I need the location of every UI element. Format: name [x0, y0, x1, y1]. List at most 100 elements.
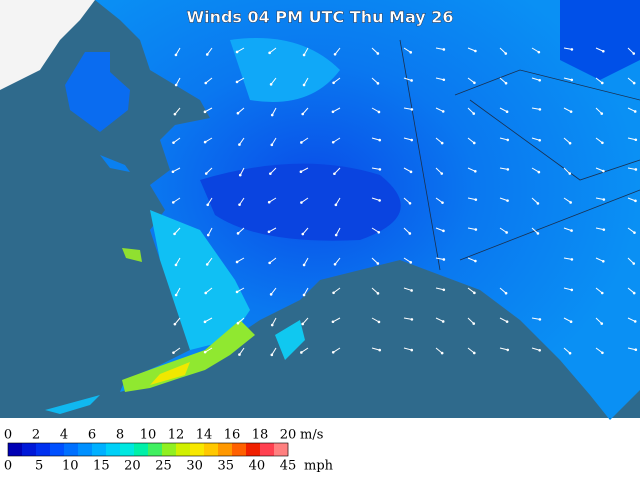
arrow-head [300, 351, 303, 354]
wind-arrow [595, 287, 603, 294]
arrow-head [206, 203, 210, 207]
color-swatch [218, 443, 233, 456]
arrow-head [440, 351, 444, 355]
ms-label: 8 [116, 428, 124, 443]
arrow-head [302, 53, 306, 57]
nunivak [122, 248, 142, 262]
wind-arrow [206, 257, 213, 265]
wind-arrow [627, 197, 636, 202]
arrow-head [442, 78, 446, 82]
wind-arrow [531, 317, 540, 320]
arrow-head [267, 200, 271, 204]
wind-arrow [595, 317, 603, 324]
wind-arrow [207, 227, 213, 236]
arrow-head [378, 168, 382, 171]
arrow-head [204, 81, 208, 85]
colorbar-frame [7, 442, 289, 457]
wind-arrow [175, 257, 181, 266]
wind-arrow [467, 107, 475, 114]
wind-arrow [302, 107, 309, 115]
arrow-head [472, 322, 476, 325]
color-swatch [246, 443, 261, 456]
wind-arrow [467, 167, 476, 172]
arrow-head [570, 258, 574, 261]
wind-arrow [173, 137, 181, 144]
wind-arrow [403, 167, 412, 173]
wind-arrow [174, 317, 181, 325]
arrow-head [270, 353, 274, 357]
arrow-head [602, 228, 606, 231]
wind-arrow [435, 107, 444, 112]
arrow-head [410, 108, 414, 111]
arrow-head [238, 143, 241, 146]
canada-north [560, 0, 640, 80]
wind-arrow [563, 257, 572, 260]
arrow-head [601, 351, 604, 355]
wind-arrow [435, 287, 444, 291]
arrow-head [332, 81, 335, 85]
wind-arrow [531, 197, 539, 204]
arrow-head [205, 53, 209, 56]
wind-arrow [371, 257, 379, 264]
color-swatch [176, 443, 191, 456]
arrow-head [504, 52, 508, 55]
wind-arrow [334, 167, 341, 175]
color-swatch [8, 443, 23, 456]
arrow-head [235, 260, 239, 264]
arrow-head [171, 201, 175, 204]
ms-label: 6 [88, 428, 96, 443]
seward-area [65, 52, 130, 132]
arrow-head [203, 320, 207, 324]
legend: m/s mph 0 2 4 6 8 10 12 14 16 18 20 0 5 10 15 20 25 30 35 4… [4, 428, 334, 474]
arrow-head [632, 52, 636, 55]
arrow-head [171, 170, 175, 174]
wind-arrow [435, 347, 443, 354]
wind-arrow [204, 347, 213, 353]
wind-arrow [435, 227, 444, 232]
arrow-head [568, 172, 572, 175]
wind-arrow [268, 227, 277, 233]
wind-arrow [627, 137, 636, 141]
arrow-head [333, 172, 336, 176]
arrow-head [408, 202, 412, 205]
wind-arrow [563, 317, 572, 323]
arrow-head [473, 291, 476, 295]
arrow-head [410, 79, 413, 82]
wind-arrow [205, 77, 213, 84]
color-swatch [274, 443, 289, 456]
arrow-head [408, 232, 412, 235]
wind-arrows [171, 47, 638, 357]
wind-arrow [467, 77, 475, 84]
border-line [469, 99, 640, 181]
wind-arrow [627, 47, 635, 54]
arrow-head [442, 229, 445, 233]
wind-arrow [174, 107, 181, 115]
wind-arrow [467, 257, 476, 262]
wind-arrow [371, 287, 379, 294]
color-swatch [36, 443, 51, 456]
arrow-head [536, 202, 540, 205]
arrow-head [569, 201, 572, 204]
wind-arrow [236, 77, 245, 83]
wind-arrow [269, 257, 277, 264]
ms-label: 16 [224, 428, 241, 443]
wind-arrow [467, 227, 476, 231]
arrow-head [174, 53, 178, 57]
arrow-head [442, 288, 446, 292]
arrow-head [173, 232, 176, 236]
wind-arrow [371, 137, 380, 141]
arrow-head [269, 172, 272, 175]
color-swatch [92, 443, 107, 456]
ms-unit: m/s [300, 428, 323, 443]
mph-label: 20 [124, 459, 141, 474]
arrow-head [568, 351, 572, 355]
arrow-head [235, 50, 239, 54]
arrow-head [409, 261, 413, 264]
arrow-head [570, 229, 573, 232]
wind-arrow [499, 77, 507, 84]
wind-arrow [467, 137, 475, 144]
arrow-head [268, 51, 271, 55]
ms-label: 20 [280, 428, 297, 443]
arrow-head [236, 111, 240, 115]
